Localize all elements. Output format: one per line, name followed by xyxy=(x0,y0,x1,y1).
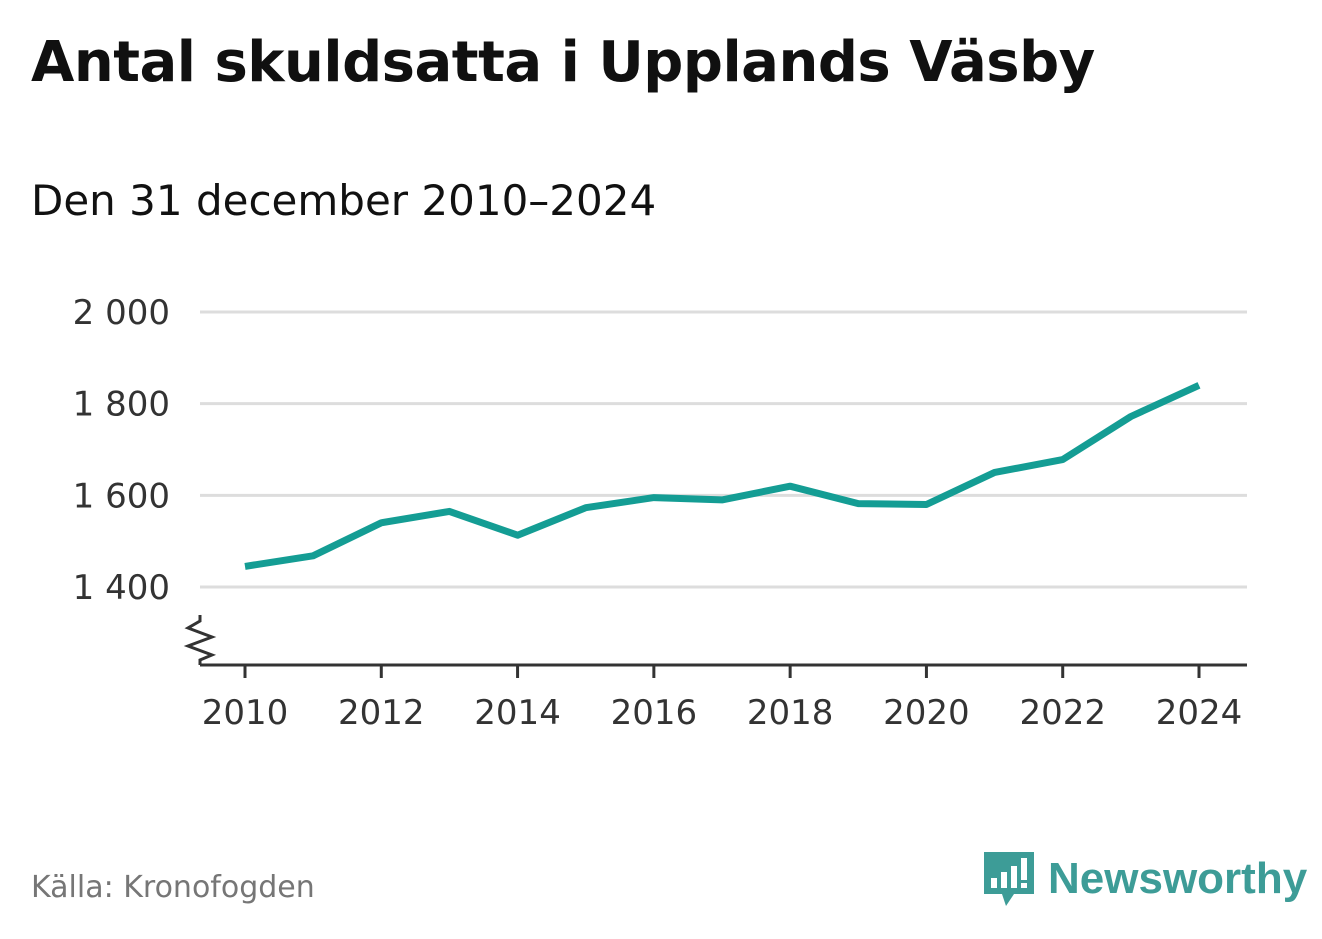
brand-name: Newsworthy xyxy=(1048,854,1308,903)
y-tick-label: 1 800 xyxy=(73,385,170,425)
source-note: Källa: Kronofogden xyxy=(31,870,315,905)
series xyxy=(244,382,1201,570)
x-tick-label: 2022 xyxy=(1019,693,1106,733)
y-tick-label: 1 400 xyxy=(73,568,170,608)
x-tick-label: 2010 xyxy=(202,693,289,733)
x-tick-label: 2018 xyxy=(747,693,834,733)
zigzag-axis-break-icon xyxy=(183,615,217,665)
chart-subtitle: Den 31 december 2010–2024 xyxy=(31,176,657,225)
x-tick-label: 2024 xyxy=(1156,693,1243,733)
x-tick-label: 2012 xyxy=(338,693,425,733)
y-tick-label: 2 000 xyxy=(73,293,170,333)
x-axis xyxy=(183,615,1247,667)
x-tick-label: 2014 xyxy=(474,693,561,733)
y-axis-tick-labels: 1 400 1 600 1 800 2 000 xyxy=(73,293,170,608)
bar-chart-speech-bubble-icon xyxy=(984,852,1034,906)
gridlines xyxy=(200,310,1247,589)
series-line xyxy=(244,382,1201,570)
x-tick-label: 2016 xyxy=(611,693,698,733)
y-tick-label: 1 600 xyxy=(73,476,170,516)
x-axis-ticks: 2010 2012 2014 2016 2018 2020 2022 2024 xyxy=(202,665,1243,733)
brand-logo: Newsworthy xyxy=(980,848,1307,910)
chart-title: Antal skuldsatta i Upplands Väsby xyxy=(31,30,1095,95)
x-tick-label: 2020 xyxy=(883,693,970,733)
